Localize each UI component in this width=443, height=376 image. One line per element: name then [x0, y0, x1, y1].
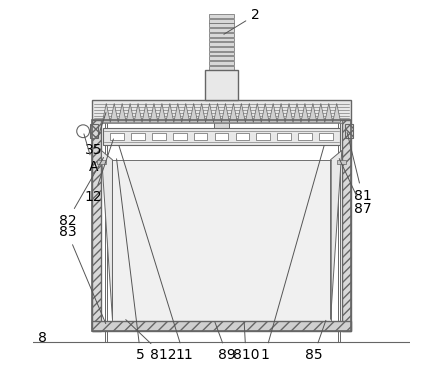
- Polygon shape: [102, 103, 341, 122]
- Text: 5: 5: [117, 159, 145, 362]
- Text: A: A: [84, 134, 98, 174]
- Bar: [131, 133, 145, 139]
- Bar: [110, 133, 124, 139]
- Text: 82: 82: [58, 158, 104, 228]
- Bar: [214, 120, 229, 130]
- Bar: [103, 128, 340, 145]
- Bar: [298, 133, 312, 139]
- Text: 85: 85: [305, 320, 326, 362]
- Bar: [205, 70, 238, 100]
- Bar: [209, 56, 234, 60]
- Bar: [342, 120, 351, 331]
- Text: 810: 810: [233, 322, 259, 362]
- Bar: [209, 52, 234, 56]
- Bar: [215, 133, 228, 139]
- Text: 11: 11: [119, 146, 193, 362]
- Text: 81: 81: [347, 132, 371, 203]
- Bar: [209, 66, 234, 70]
- Text: 12: 12: [85, 139, 113, 205]
- Text: 812: 812: [126, 320, 176, 362]
- Text: 2: 2: [224, 8, 260, 34]
- Bar: [92, 321, 351, 331]
- Bar: [152, 133, 166, 139]
- Bar: [209, 61, 234, 65]
- Bar: [236, 133, 249, 139]
- Text: 87: 87: [339, 159, 371, 216]
- Text: 35: 35: [85, 113, 106, 158]
- Bar: [337, 160, 346, 164]
- Bar: [194, 133, 207, 139]
- Bar: [92, 120, 351, 331]
- Text: 1: 1: [260, 146, 324, 362]
- Bar: [209, 47, 234, 51]
- Text: 83: 83: [58, 225, 106, 324]
- Bar: [319, 133, 333, 139]
- Bar: [256, 133, 270, 139]
- Bar: [209, 33, 234, 37]
- Bar: [90, 124, 98, 138]
- Bar: [209, 23, 234, 27]
- Bar: [209, 42, 234, 46]
- Bar: [209, 28, 234, 32]
- Bar: [209, 19, 234, 23]
- Bar: [209, 38, 234, 41]
- Bar: [101, 120, 342, 123]
- Text: 89: 89: [215, 322, 236, 362]
- Bar: [277, 133, 291, 139]
- Text: 8: 8: [39, 331, 47, 346]
- Bar: [209, 14, 234, 18]
- Bar: [92, 100, 351, 120]
- Polygon shape: [330, 150, 342, 320]
- Polygon shape: [101, 150, 113, 320]
- Bar: [173, 133, 187, 139]
- Circle shape: [77, 125, 89, 138]
- Bar: [92, 120, 101, 331]
- Bar: [113, 160, 330, 321]
- Bar: [345, 124, 353, 138]
- Bar: [97, 160, 106, 164]
